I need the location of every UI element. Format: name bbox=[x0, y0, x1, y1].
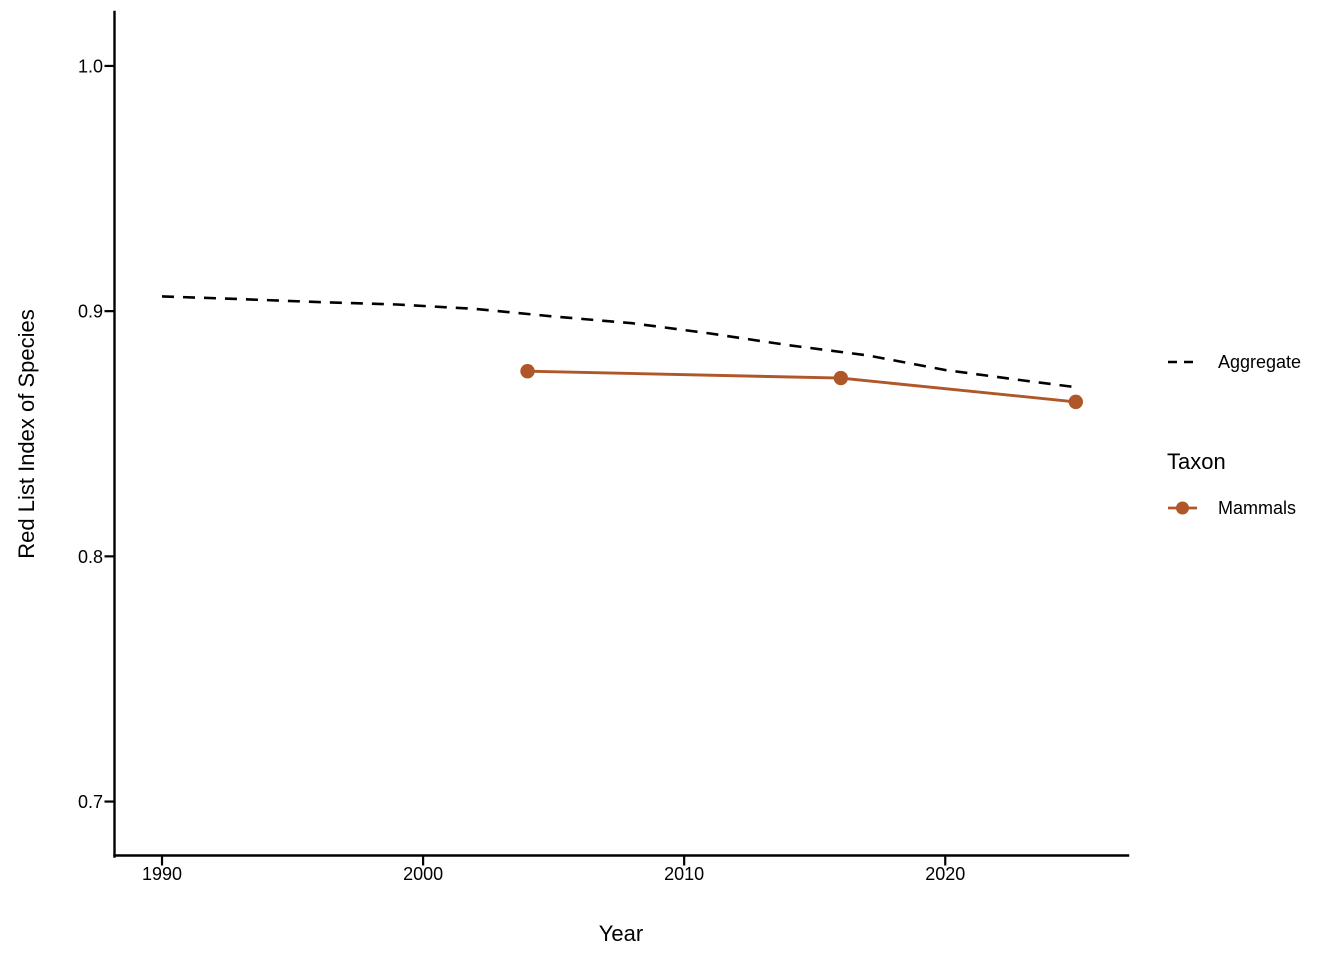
y-axis-title: Red List Index of Species bbox=[14, 309, 39, 558]
y-axis-ticks: 0.7 0.8 0.9 1.0 bbox=[78, 56, 115, 812]
y-tick-label: 1.0 bbox=[78, 56, 103, 76]
series-line-mammals bbox=[527, 369, 1076, 404]
x-tick-label: 2010 bbox=[664, 864, 704, 884]
data-point-mammals bbox=[520, 364, 535, 379]
x-tick-label: 2000 bbox=[403, 864, 443, 884]
data-point-mammals bbox=[1068, 394, 1083, 410]
data-point-mammals bbox=[833, 370, 849, 386]
y-tick-label: 0.9 bbox=[78, 302, 103, 322]
y-tick-label: 0.7 bbox=[78, 792, 103, 812]
x-tick-label: 2020 bbox=[925, 864, 965, 884]
plot-series bbox=[161, 295, 1083, 410]
x-tick-label: 1990 bbox=[142, 864, 182, 884]
x-axis-ticks: 1990 2000 2010 2020 bbox=[142, 855, 965, 884]
series-line-aggregate bbox=[161, 295, 1076, 389]
x-axis-title: Year bbox=[599, 921, 643, 946]
y-tick-label: 0.8 bbox=[78, 547, 103, 567]
